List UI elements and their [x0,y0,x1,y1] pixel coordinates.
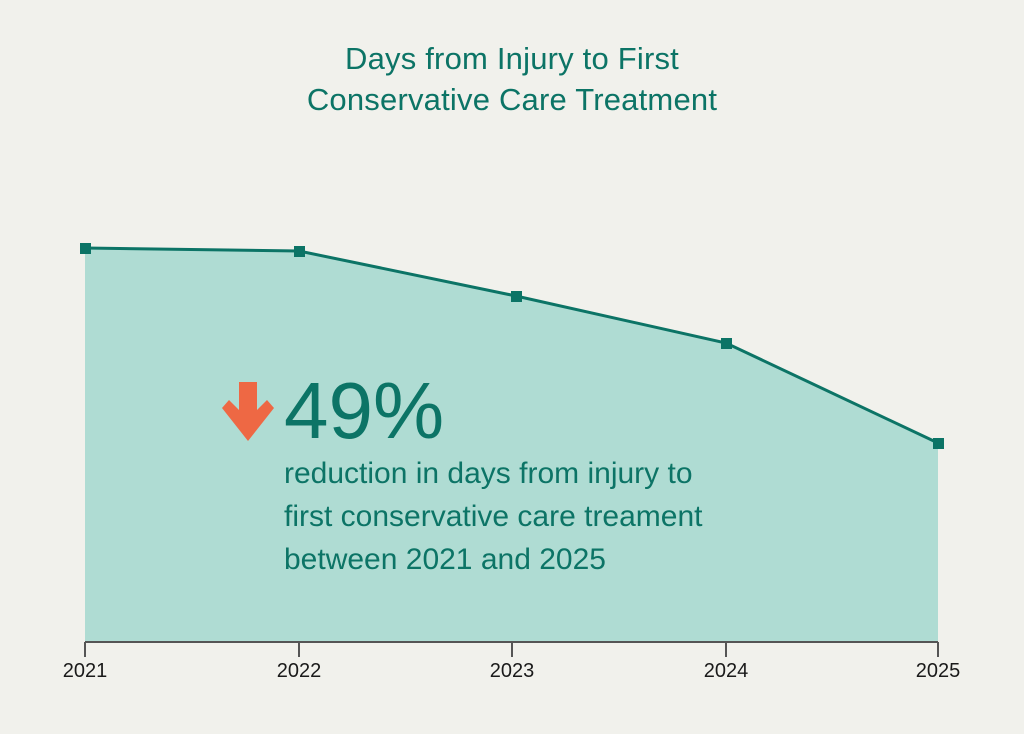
data-markers [80,243,944,449]
x-tick-2021: 2021 [62,660,108,682]
x-tick-2024: 2024 [703,660,749,682]
x-axis [84,641,939,657]
reduction-percentage: 49% [284,366,445,455]
down-arrow-icon [222,382,274,441]
marker-2022 [294,246,305,257]
marker-2021 [80,243,91,254]
description-line-1: reduction in days from injury to [284,457,693,490]
description-line-3: between 2021 and 2025 [284,543,606,576]
chart-title: Days from Injury to First Conservative C… [0,38,1024,120]
x-tick-2022: 2022 [276,660,322,682]
area-fill [85,248,938,642]
chart-title-line-1: Days from Injury to First [345,41,679,76]
description-line-2: first conservative care treament [284,500,703,533]
reduction-description: reduction in days from injury to first c… [284,452,844,581]
marker-2023 [511,291,522,302]
marker-2024 [721,338,732,349]
marker-2025 [933,438,944,449]
x-tick-2023: 2023 [489,660,535,682]
chart-title-line-2: Conservative Care Treatment [306,82,718,117]
x-tick-2025: 2025 [915,660,961,682]
